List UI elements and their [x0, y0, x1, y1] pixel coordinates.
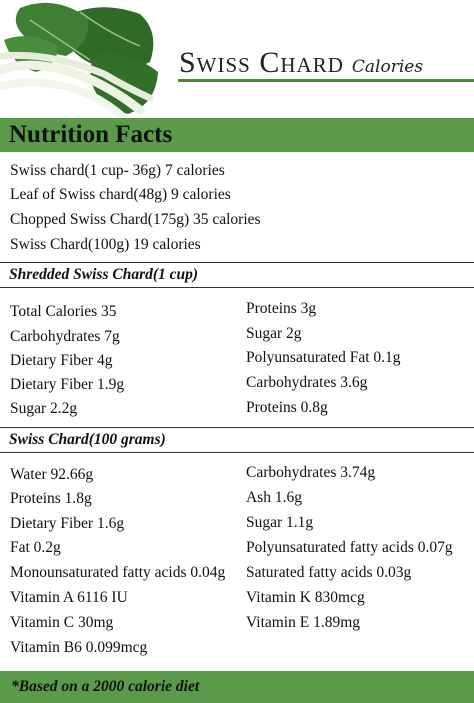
nutrient-item: Proteins 1.8g — [10, 490, 92, 507]
serving-line: Leaf of Swiss chard(48g) 9 calories — [10, 186, 231, 203]
footer-note: *Based on a 2000 calorie diet — [0, 671, 474, 703]
nutrient-item: Vitamin K 830mcg — [246, 589, 365, 606]
nutrition-facts-heading: Nutrition Facts — [0, 118, 474, 152]
shredded-section-heading: Shredded Swiss Chard(1 cup) — [0, 262, 474, 288]
nutrient-item: Proteins 0.8g — [246, 399, 328, 416]
nutrient-item: Proteins 3g — [246, 300, 317, 317]
nutrient-item: Sugar 2g — [246, 325, 302, 342]
nutrient-item: Dietary Fiber 1.6g — [10, 515, 125, 532]
title-main: Swiss Chard — [179, 46, 344, 79]
nutrient-item: Water 92.66g — [10, 466, 94, 483]
serving-line: Chopped Swiss Chard(175g) 35 calories — [10, 211, 261, 228]
nutrient-item: Polyunsaturated Fat 0.1g — [246, 349, 401, 366]
nutrient-item: Saturated fatty acids 0.03g — [246, 564, 412, 581]
serving-line: Swiss Chard(100g) 19 calories — [10, 236, 201, 253]
nutrient-item: Dietary Fiber 1.9g — [10, 376, 125, 393]
nutrient-item: Monounsaturated fatty acids 0.04g — [10, 564, 226, 581]
nutrient-item: Carbohydrates 3.74g — [246, 464, 376, 481]
per100-section-heading: Swiss Chard(100 grams) — [0, 427, 474, 453]
nutrient-item: Sugar 1.1g — [246, 514, 314, 531]
page-title: Swiss Chard Calories — [179, 46, 423, 80]
nutrient-item: Vitamin C 30mg — [10, 614, 114, 631]
nutrient-item: Carbohydrates 7g — [10, 328, 120, 345]
nutrient-item: Total Calories 35 — [10, 303, 117, 320]
serving-line: Swiss chard(1 cup- 36g) 7 calories — [10, 162, 225, 179]
nutrient-item: Ash 1.6g — [246, 489, 302, 506]
swiss-chard-image — [0, 2, 158, 118]
nutrient-item: Sugar 2.2g — [10, 400, 78, 417]
nutrient-item: Vitamin E 1.89mg — [246, 614, 361, 631]
nutrient-item: Polyunsaturated fatty acids 0.07g — [246, 539, 453, 556]
nutrient-item: Vitamin A 6116 IU — [10, 589, 128, 606]
title-sub: Calories — [351, 57, 424, 77]
nutrient-item: Dietary Fiber 4g — [10, 352, 113, 369]
nutrient-item: Carbohydrates 3.6g — [246, 374, 368, 391]
header: Swiss Chard Calories — [0, 0, 474, 118]
nutrient-item: Vitamin B6 0.099mcg — [10, 639, 148, 656]
nutrient-item: Fat 0.2g — [10, 539, 61, 556]
title-underline — [178, 79, 474, 82]
